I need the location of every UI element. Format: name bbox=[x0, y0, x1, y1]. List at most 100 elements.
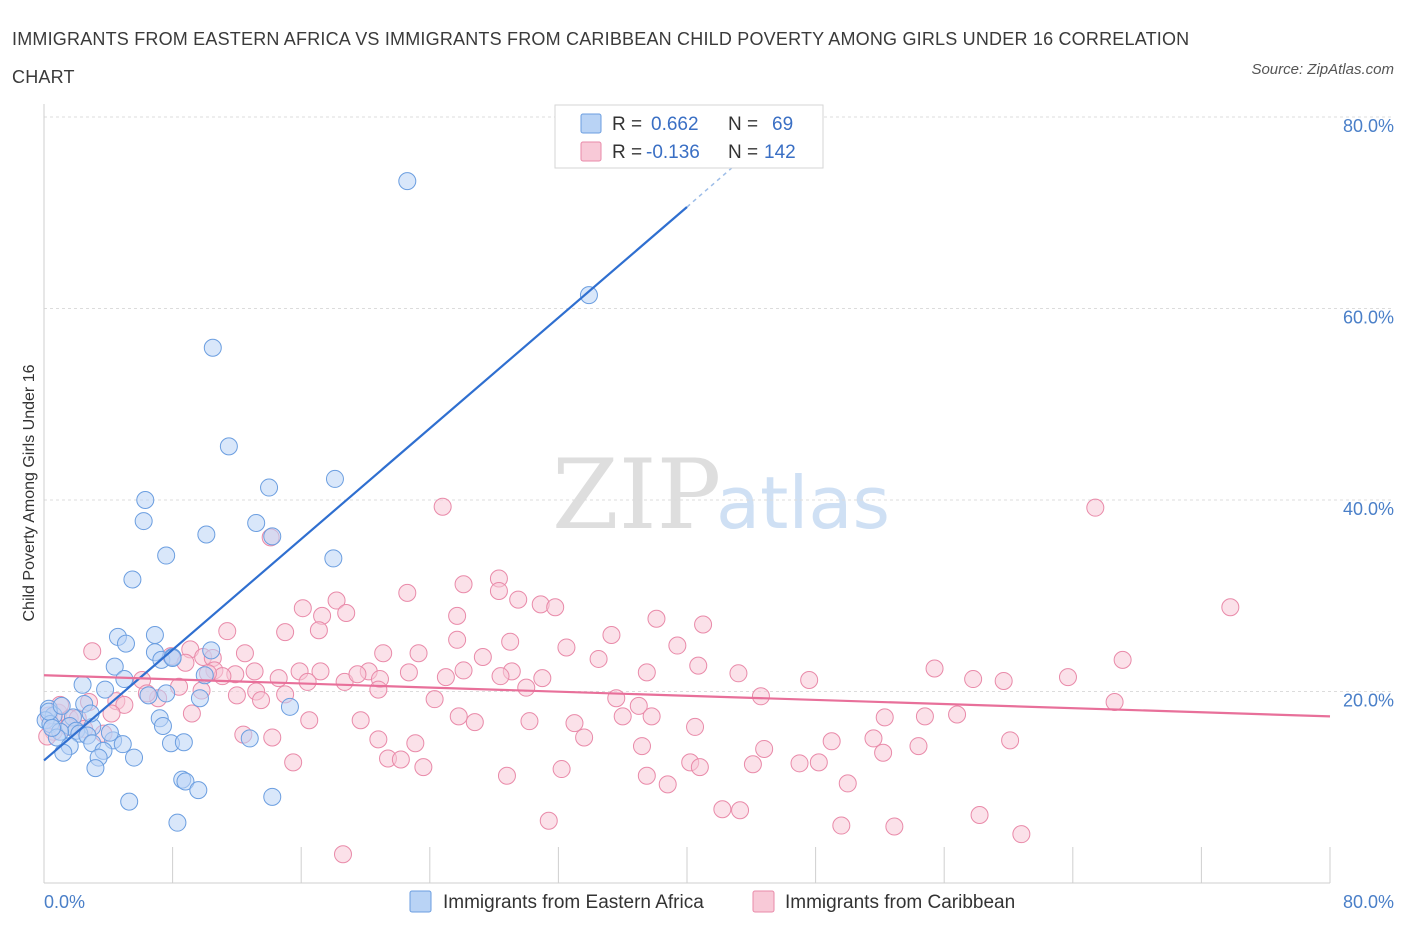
series-legend-swatch-pink bbox=[752, 890, 775, 913]
legend-swatch-blue bbox=[580, 113, 602, 134]
eastern-africa-point bbox=[280, 697, 299, 716]
eastern-africa-point bbox=[134, 512, 153, 531]
eastern-africa-point bbox=[263, 787, 282, 806]
y-tick-label: 40.0% bbox=[1343, 499, 1394, 519]
eastern-africa-point bbox=[54, 743, 73, 762]
x-tick-label-min: 0.0% bbox=[44, 892, 85, 912]
caribbean-point bbox=[565, 714, 584, 733]
eastern-africa-points bbox=[36, 172, 598, 832]
caribbean-point bbox=[517, 678, 536, 697]
caribbean-point bbox=[263, 728, 282, 747]
chart-title: IMMIGRANTS FROM EASTERN AFRICA VS IMMIGR… bbox=[12, 29, 1190, 87]
caribbean-point bbox=[311, 662, 330, 681]
caribbean-point bbox=[686, 717, 705, 736]
caribbean-point bbox=[613, 707, 632, 726]
legend-n-label-blue: N = bbox=[728, 114, 758, 135]
caribbean-point bbox=[964, 670, 983, 689]
eastern-africa-trend-extension bbox=[686, 164, 736, 208]
eastern-africa-point bbox=[139, 686, 158, 705]
caribbean-point bbox=[642, 707, 661, 726]
eastern-africa-point bbox=[324, 549, 343, 568]
eastern-africa-point bbox=[43, 718, 62, 737]
caribbean-point bbox=[454, 661, 473, 680]
caribbean-point bbox=[436, 668, 455, 687]
caribbean-point bbox=[909, 737, 928, 756]
caribbean-point bbox=[885, 817, 904, 836]
caribbean-point bbox=[731, 801, 750, 820]
caribbean-point bbox=[425, 690, 444, 709]
caribbean-point bbox=[994, 671, 1013, 690]
eastern-africa-point bbox=[579, 286, 598, 305]
x-tick-label-max: 80.0% bbox=[1343, 892, 1394, 912]
y-tick-label: 80.0% bbox=[1343, 116, 1394, 136]
trend-lines bbox=[43, 164, 1331, 762]
caribbean-point bbox=[509, 590, 528, 609]
caribbean-point bbox=[729, 664, 748, 683]
series-legend-swatch-blue bbox=[409, 890, 432, 913]
source-label: Source: ZipAtlas.com bbox=[1251, 61, 1394, 78]
caribbean-point bbox=[589, 649, 608, 668]
caribbean-point bbox=[333, 845, 352, 864]
eastern-africa-point bbox=[174, 733, 193, 752]
caribbean-point bbox=[337, 603, 356, 622]
eastern-africa-point bbox=[325, 469, 344, 488]
caribbean-point bbox=[1012, 825, 1031, 844]
caribbean-point bbox=[690, 758, 709, 777]
eastern-africa-point bbox=[260, 478, 279, 497]
caribbean-point bbox=[658, 775, 677, 794]
caribbean-point bbox=[637, 766, 656, 785]
caribbean-point bbox=[575, 728, 594, 747]
caribbean-point bbox=[832, 816, 851, 835]
caribbean-point bbox=[298, 672, 317, 691]
caribbean-point bbox=[327, 591, 346, 610]
caribbean-point bbox=[790, 754, 809, 773]
caribbean-point bbox=[875, 708, 894, 727]
eastern-africa-point bbox=[116, 634, 135, 653]
eastern-africa-point bbox=[247, 513, 266, 532]
caribbean-point bbox=[399, 663, 418, 682]
eastern-africa-point bbox=[163, 648, 182, 667]
caribbean-point bbox=[491, 667, 510, 686]
caribbean-point bbox=[1001, 731, 1020, 750]
series-legend-label-pink: Immigrants from Caribbean bbox=[785, 892, 1015, 913]
caribbean-point bbox=[809, 753, 828, 772]
eastern-africa-point bbox=[202, 641, 221, 660]
series-legend-label-blue: Immigrants from Eastern Africa bbox=[443, 892, 704, 913]
caribbean-point bbox=[552, 760, 571, 779]
caribbean-point bbox=[743, 755, 762, 774]
caribbean-trend-line bbox=[43, 674, 1331, 718]
eastern-africa-point bbox=[189, 781, 208, 800]
watermark-atlas: atlas bbox=[716, 461, 890, 545]
eastern-africa-point bbox=[176, 772, 195, 791]
caribbean-point bbox=[539, 811, 558, 830]
caribbean-point bbox=[115, 695, 134, 714]
caribbean-point bbox=[473, 648, 492, 667]
eastern-africa-point bbox=[263, 527, 282, 546]
caribbean-point bbox=[448, 606, 467, 625]
caribbean-point bbox=[300, 711, 319, 730]
caribbean-point bbox=[284, 753, 303, 772]
caribbean-point bbox=[632, 737, 651, 756]
y-tick-labels: 20.0% 40.0% 60.0% 80.0% bbox=[1343, 116, 1394, 711]
x-tick-marks bbox=[43, 847, 1331, 883]
caribbean-point bbox=[838, 774, 857, 793]
caribbean-point bbox=[864, 729, 883, 748]
caribbean-point bbox=[235, 644, 254, 663]
caribbean-point bbox=[755, 739, 774, 758]
caribbean-point bbox=[647, 609, 666, 628]
caribbean-point bbox=[374, 644, 393, 663]
caribbean-point bbox=[925, 659, 944, 678]
watermark-zip: ZIP bbox=[552, 439, 721, 551]
eastern-africa-trend-line bbox=[43, 206, 688, 762]
legend-swatch-pink bbox=[580, 141, 602, 162]
eastern-africa-point bbox=[113, 735, 132, 754]
caribbean-point bbox=[433, 497, 452, 516]
legend-n-value-blue: 69 bbox=[772, 114, 793, 135]
caribbean-point bbox=[970, 806, 989, 825]
eastern-africa-point bbox=[123, 570, 142, 589]
caribbean-point bbox=[276, 623, 295, 642]
eastern-africa-point bbox=[100, 723, 119, 742]
legend-r-value-pink: -0.136 bbox=[646, 142, 700, 163]
caribbean-point bbox=[800, 671, 819, 690]
eastern-africa-point bbox=[120, 792, 139, 811]
